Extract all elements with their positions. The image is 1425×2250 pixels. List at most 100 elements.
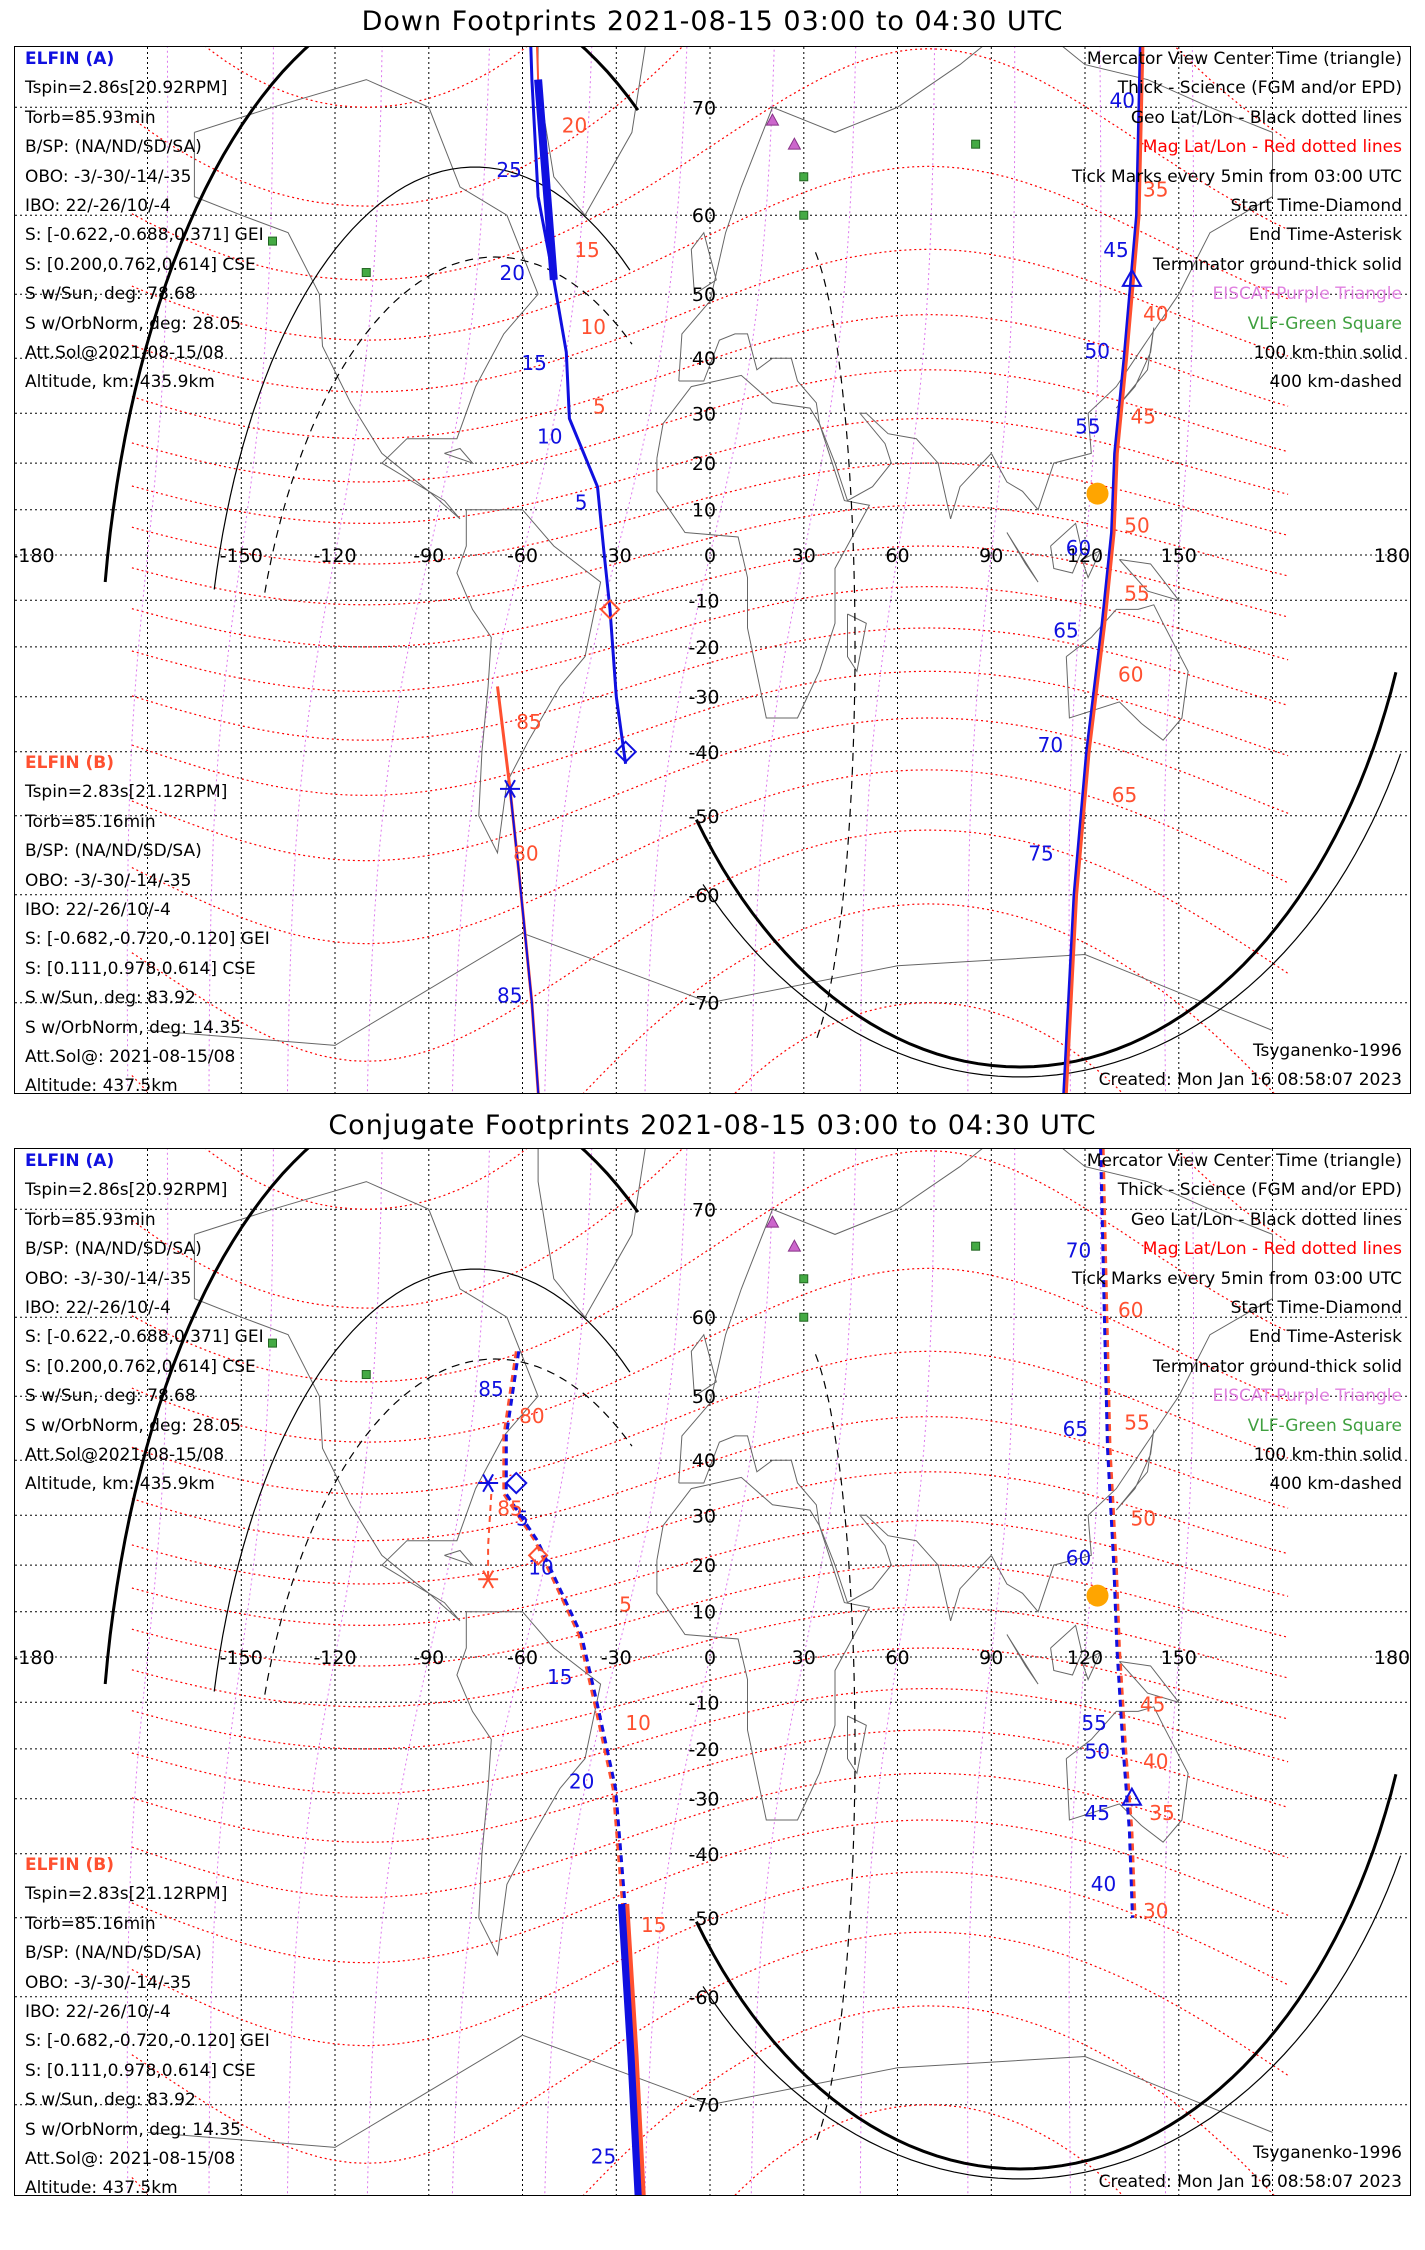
latitude-tick: -10 <box>688 1692 719 1714</box>
elfin-b-mag-label: 40 <box>1143 1749 1168 1773</box>
legend-line: Mercator View Center Time (triangle) <box>1086 49 1402 69</box>
vlf-square-icon <box>268 236 277 246</box>
elfin-a-mag-label: 15 <box>641 1913 666 1937</box>
mag-parallel <box>131 585 1289 693</box>
mag-parallel <box>131 504 1289 606</box>
mag-parallel <box>131 1267 1289 1443</box>
elfin-a-tick-label: 70 <box>1066 1238 1091 1262</box>
elfin-b-info-line: IBO: 22/-26/10/-4 <box>25 2002 171 2023</box>
latitude-tick: 10 <box>692 500 716 522</box>
latitude-tick: 20 <box>692 453 716 475</box>
legend-line: EISCAT-Purple Triangle <box>1212 1386 1402 1407</box>
elfin-a-info-line: S: [0.200,0.762,0.614] CSE <box>25 1356 256 1377</box>
coastline <box>193 1181 539 1622</box>
elfin-b-info-line: S: [-0.682,-0.720,-0.120] GEI <box>25 929 270 950</box>
elfin-b-info-line: Att.Sol@: 2021-08-15/08 <box>25 2149 236 2170</box>
coastline <box>690 231 717 295</box>
eiscat-triangle-icon <box>765 1215 780 1228</box>
map-legend: Mercator View Center Time (triangle) Thic… <box>1071 1149 1402 1500</box>
latitude-tick: -60 <box>688 1987 719 2009</box>
longitude-tick: -90 <box>413 545 444 567</box>
longitude-tick: 150 <box>1161 1647 1197 1669</box>
start-diamond-icon <box>504 1471 528 1495</box>
latitude-tick: -20 <box>688 1739 719 1761</box>
elfin-a-info-line: S w/Sun, deg: 78.68 <box>25 1386 196 1407</box>
latitude-tick: -40 <box>688 1844 719 1866</box>
map-legend: Mercator View Center Time (triangle) Thic… <box>1072 47 1402 398</box>
eiscat-triangle-icon <box>787 137 802 150</box>
terminator-ground <box>103 1149 640 1685</box>
footer-info: Tsyganenko-1996 Created: Mon Jan 16 08:58… <box>1099 1037 1402 1093</box>
elfin-a-tick-label: 15 <box>521 351 546 375</box>
elfin-a-science-segment <box>618 1903 644 2195</box>
mag-parallel <box>131 1150 1289 1383</box>
mag-parallel <box>131 829 1289 1062</box>
legend-line: 100 km-thin solid <box>1253 1445 1402 1466</box>
latitude-tick: -70 <box>688 2095 719 2117</box>
mag-parallel <box>131 1519 1289 1627</box>
latitude-tick: -20 <box>688 637 719 659</box>
elfin-a-tick-label: 10 <box>537 425 562 449</box>
mag-meridian <box>544 1149 688 2195</box>
elfin-b-info-line: Altitude: 437.5km <box>25 2178 178 2196</box>
panel-title: Down Footprints 2021-08-15 03:00 to 04:3… <box>361 6 1064 37</box>
elfin-a-info-line: Altitude, km: 435.9km <box>25 1474 215 1495</box>
terminator-100km <box>702 1855 1402 2180</box>
elfin-a-name: ELFIN (A) <box>25 49 115 69</box>
mag-meridian <box>286 1149 383 2195</box>
elfin-b-info-line: S: [-0.682,-0.720,-0.120] GEI <box>25 2031 270 2052</box>
elfin-b-track <box>1062 47 1145 1093</box>
legend-line: End Time-Asterisk <box>1248 1327 1402 1348</box>
mag-meridian <box>366 47 490 1093</box>
elfin-b-info-line: OBO: -3/-30/-14/-35 <box>25 1972 192 1993</box>
end-asterisk-icon <box>482 1570 494 1589</box>
model-name: Tsyganenko-1996 <box>1252 1041 1402 1061</box>
legend-line: 400 km-dashed <box>1269 372 1402 393</box>
longitude-tick: 0 <box>704 545 716 567</box>
legend-line: 100 km-thin solid <box>1253 343 1402 364</box>
elfin-b-science-segment <box>625 1903 646 2195</box>
mag-parallel <box>131 717 1289 862</box>
latitude-tick: -30 <box>688 1789 719 1811</box>
elfin-a-tick-label: 65 <box>1053 618 1078 642</box>
mag-parallel <box>131 1647 1289 1750</box>
longitude-tick: 0 <box>704 1647 716 1669</box>
longitude-tick: -150 <box>220 1647 263 1669</box>
created-timestamp: Created: Mon Jan 16 08:58:07 2023 <box>1098 2172 1402 2192</box>
elfin-b-mag-label: 30 <box>1143 1899 1168 1923</box>
coastline <box>656 1476 871 1821</box>
legend-line: Geo Lat/Lon - Black dotted lines <box>1130 107 1402 128</box>
longitude-tick: 90 <box>979 545 1003 567</box>
legend-line: Start Time-Diamond <box>1230 1298 1402 1319</box>
mag-meridian <box>208 47 274 1093</box>
elfin-a-tick-label: 50 <box>1085 1740 1110 1764</box>
elfin-a-info-line: IBO: 22/-26/10/-4 <box>25 196 171 217</box>
mag-meridian <box>967 47 1016 1093</box>
mag-parallel <box>131 462 1289 565</box>
elfin-b-info-line: S w/OrbNorm, deg: 14.35 <box>25 2119 242 2140</box>
legend-line: Mag Lat/Lon - Red dotted lines <box>1142 137 1402 158</box>
latitude-tick: -50 <box>688 806 719 828</box>
coastline <box>1115 1429 1155 1511</box>
coastline <box>678 47 1273 520</box>
longitude-tick: 120 <box>1067 545 1103 567</box>
coastline <box>847 1715 867 1775</box>
elfin-a-tick-label: 5 <box>516 1507 529 1531</box>
latitude-tick: -60 <box>688 885 719 907</box>
mag-parallel <box>131 1606 1289 1708</box>
elfin-a-info: ELFIN (A) Tspin=2.86s[20.92RPM] Torb=85.93… <box>25 47 264 398</box>
elfin-b-info-line: Torb=85.16min <box>25 811 156 832</box>
mag-meridian <box>859 1149 936 2195</box>
coastline <box>537 1149 646 1319</box>
elfin-a-tick-label: 40 <box>1091 1872 1116 1896</box>
mag-meridian <box>1163 47 1194 1093</box>
elfin-a-info-line: B/SP: (NA/ND/SD/SA) <box>25 1239 202 1260</box>
terminator-ground <box>103 47 640 583</box>
elfin-b-info-line: S: [0.111,0.978,0.614] CSE <box>25 2060 256 2081</box>
elfin-a-info: ELFIN (A) Tspin=2.86s[20.92RPM] Torb=85.93… <box>25 1149 264 1500</box>
elfin-b-mag-label: 35 <box>1149 1801 1174 1825</box>
mag-meridian <box>286 47 383 1093</box>
legend-line: Tick Marks every 5min from 03:00 UTC <box>1071 1268 1402 1289</box>
legend-line: Terminator ground-thick solid <box>1152 254 1402 275</box>
legend-line: Geo Lat/Lon - Black dotted lines <box>1130 1209 1402 1230</box>
